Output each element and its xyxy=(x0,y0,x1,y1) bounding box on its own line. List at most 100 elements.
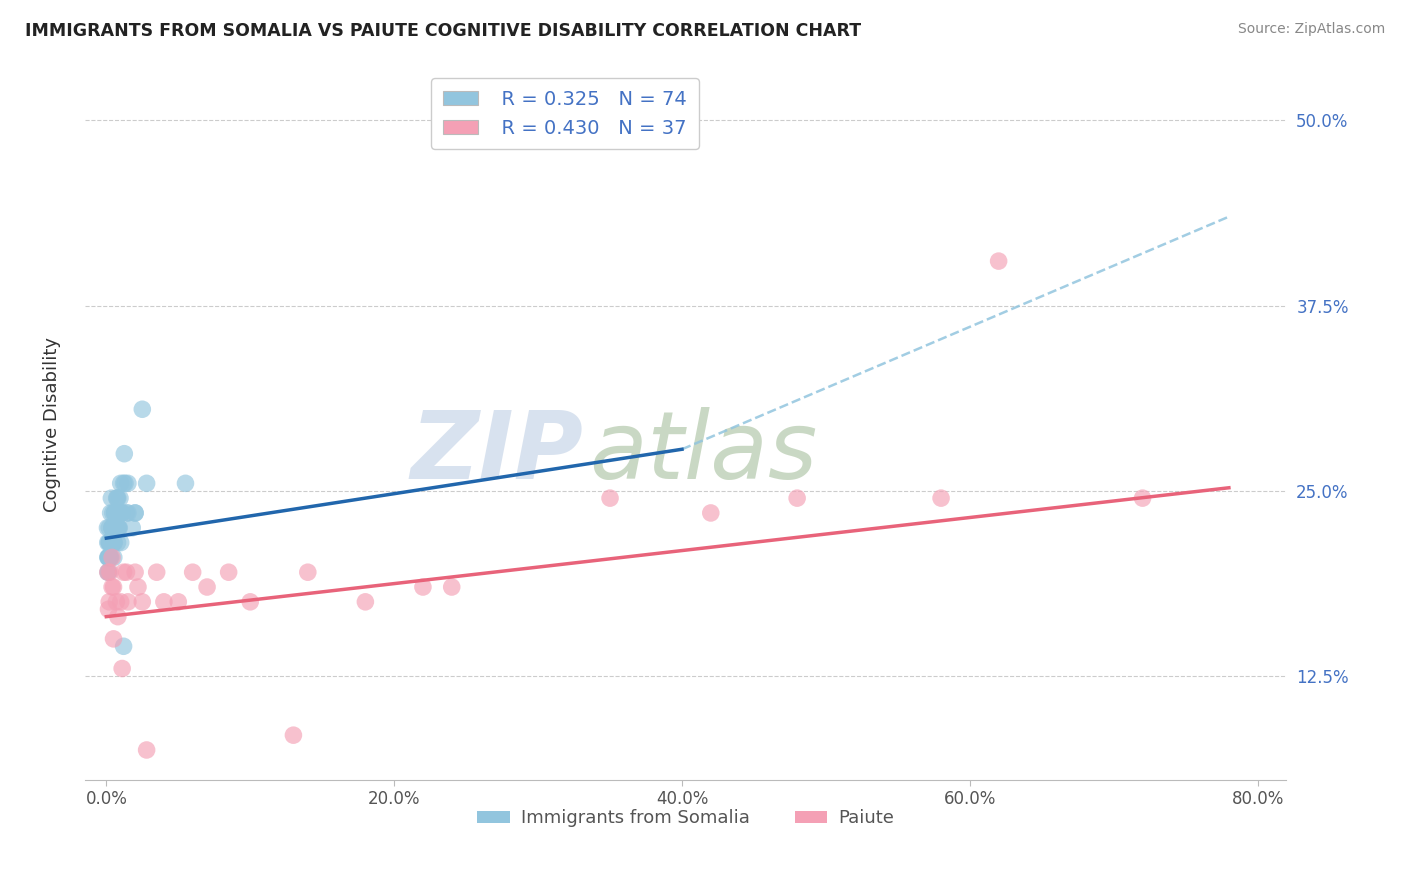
Point xyxy=(111,506,134,520)
Point xyxy=(929,491,952,505)
Point xyxy=(115,506,138,520)
Point xyxy=(117,595,139,609)
Point xyxy=(131,402,153,417)
Point xyxy=(127,580,149,594)
Point xyxy=(103,550,125,565)
Point xyxy=(104,506,127,520)
Text: IMMIGRANTS FROM SOMALIA VS PAIUTE COGNITIVE DISABILITY CORRELATION CHART: IMMIGRANTS FROM SOMALIA VS PAIUTE COGNIT… xyxy=(25,22,862,40)
Point xyxy=(101,521,124,535)
Point xyxy=(100,535,122,549)
Point xyxy=(103,535,125,549)
Point xyxy=(101,521,124,535)
Point xyxy=(112,447,135,461)
Point xyxy=(103,521,125,535)
Point xyxy=(107,491,129,505)
Point xyxy=(440,580,463,594)
Point xyxy=(100,535,122,549)
Point xyxy=(108,491,131,505)
Point xyxy=(104,506,127,520)
Point xyxy=(124,506,146,520)
Point xyxy=(103,632,125,646)
Point xyxy=(104,506,127,520)
Point xyxy=(98,550,121,565)
Point xyxy=(112,565,135,579)
Point xyxy=(98,550,121,565)
Point xyxy=(700,506,723,520)
Point xyxy=(105,595,128,609)
Point xyxy=(101,550,124,565)
Point xyxy=(297,565,319,579)
Point xyxy=(100,535,122,549)
Point xyxy=(108,521,131,535)
Point xyxy=(167,595,190,609)
Point xyxy=(101,521,124,535)
Point xyxy=(239,595,262,609)
Point xyxy=(103,535,125,549)
Point xyxy=(98,595,121,609)
Y-axis label: Cognitive Disability: Cognitive Disability xyxy=(44,336,60,512)
Point xyxy=(599,491,621,505)
Point xyxy=(107,521,129,535)
Point xyxy=(105,521,128,535)
Point xyxy=(104,506,127,520)
Point xyxy=(108,506,131,520)
Point xyxy=(97,550,120,565)
Point xyxy=(195,580,218,594)
Point xyxy=(111,506,134,520)
Point xyxy=(121,521,143,535)
Point xyxy=(105,491,128,505)
Point xyxy=(101,521,124,535)
Point xyxy=(97,565,120,579)
Point xyxy=(115,565,138,579)
Point xyxy=(101,506,124,520)
Point xyxy=(105,506,128,520)
Point xyxy=(97,535,120,549)
Point xyxy=(107,521,129,535)
Text: atlas: atlas xyxy=(589,407,818,498)
Point xyxy=(124,565,146,579)
Point xyxy=(124,506,146,520)
Point xyxy=(103,580,125,594)
Point xyxy=(100,506,122,520)
Point xyxy=(98,535,121,549)
Point xyxy=(110,476,132,491)
Point xyxy=(100,550,122,565)
Point xyxy=(98,535,121,549)
Point xyxy=(104,506,127,520)
Point xyxy=(110,595,132,609)
Point xyxy=(131,595,153,609)
Point xyxy=(97,550,120,565)
Point xyxy=(98,550,121,565)
Point xyxy=(117,476,139,491)
Point xyxy=(98,550,121,565)
Point xyxy=(117,506,139,520)
Text: Source: ZipAtlas.com: Source: ZipAtlas.com xyxy=(1237,22,1385,37)
Point xyxy=(174,476,197,491)
Point xyxy=(97,550,120,565)
Point xyxy=(101,521,124,535)
Point xyxy=(97,602,120,616)
Point xyxy=(153,595,176,609)
Point xyxy=(107,535,129,549)
Point xyxy=(105,521,128,535)
Point xyxy=(105,491,128,505)
Point xyxy=(103,535,125,549)
Point xyxy=(98,565,121,579)
Point xyxy=(97,565,120,579)
Text: ZIP: ZIP xyxy=(411,407,583,499)
Point xyxy=(98,535,121,549)
Point xyxy=(111,661,134,675)
Point xyxy=(97,565,120,579)
Point xyxy=(786,491,808,505)
Legend: Immigrants from Somalia, Paiute: Immigrants from Somalia, Paiute xyxy=(470,802,901,835)
Point xyxy=(112,476,135,491)
Point xyxy=(354,595,377,609)
Point xyxy=(110,535,132,549)
Point xyxy=(103,521,125,535)
Point xyxy=(107,609,129,624)
Point xyxy=(98,521,121,535)
Point xyxy=(283,728,305,742)
Point xyxy=(114,476,136,491)
Point xyxy=(181,565,204,579)
Point xyxy=(135,476,157,491)
